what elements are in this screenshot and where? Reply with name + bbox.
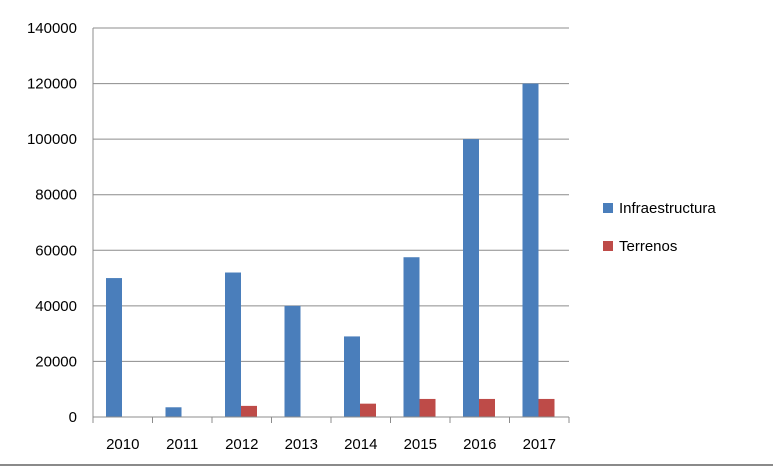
legend-label-infraestructura: Infraestructura (619, 200, 716, 217)
gridlines (93, 27, 569, 418)
y-tick-label: 140000 (27, 20, 77, 37)
bar-infraestructura-2016 (463, 139, 479, 417)
bar-infraestructura-2013 (284, 305, 301, 417)
bar-terrenos-2014 (360, 403, 376, 417)
y-tick-label: 40000 (35, 298, 77, 315)
y-tick-label: 120000 (27, 76, 77, 93)
bottom-divider (0, 464, 773, 466)
x-tick-label: 2010 (106, 436, 139, 453)
y-tick-label: 60000 (35, 242, 77, 259)
bar-infraestructura-2012 (225, 272, 241, 417)
bar-infraestructura-2015 (403, 257, 420, 417)
legend-label-terrenos: Terrenos (619, 238, 677, 255)
x-tick-label: 2011 (166, 436, 198, 453)
legend: Infraestructura Terrenos (603, 200, 716, 255)
x-tick-label: 2013 (285, 436, 318, 453)
legend-swatch-terrenos (603, 241, 613, 251)
x-tick-label: 2014 (344, 436, 377, 453)
bar-infraestructura-2011 (165, 407, 182, 417)
legend-swatch-infraestructura (603, 203, 613, 213)
x-tick-label: 2015 (404, 436, 437, 453)
bars (106, 83, 555, 418)
bar-terrenos-2016 (479, 398, 495, 417)
bar-terrenos-2012 (241, 405, 257, 417)
y-tick-label: 0 (69, 409, 77, 426)
bar-terrenos-2017 (538, 398, 555, 417)
y-tick-label: 20000 (35, 353, 77, 370)
bar-infraestructura-2017 (522, 83, 539, 418)
x-tick-label: 2017 (523, 436, 556, 453)
y-axis: 0 20000 40000 60000 80000 100000 120000 140000 (27, 20, 94, 426)
bar-infraestructura-2014 (344, 336, 360, 417)
x-tick-label: 2012 (225, 436, 258, 453)
y-tick-label: 100000 (27, 131, 77, 148)
bar-terrenos-2015 (419, 398, 436, 417)
y-tick-label: 80000 (35, 187, 77, 204)
bar-infraestructura-2010 (106, 278, 122, 417)
x-tick-label: 2016 (463, 436, 496, 453)
x-axis: 2010 2011 2012 2013 2014 2015 2016 2017 (92, 416, 570, 453)
